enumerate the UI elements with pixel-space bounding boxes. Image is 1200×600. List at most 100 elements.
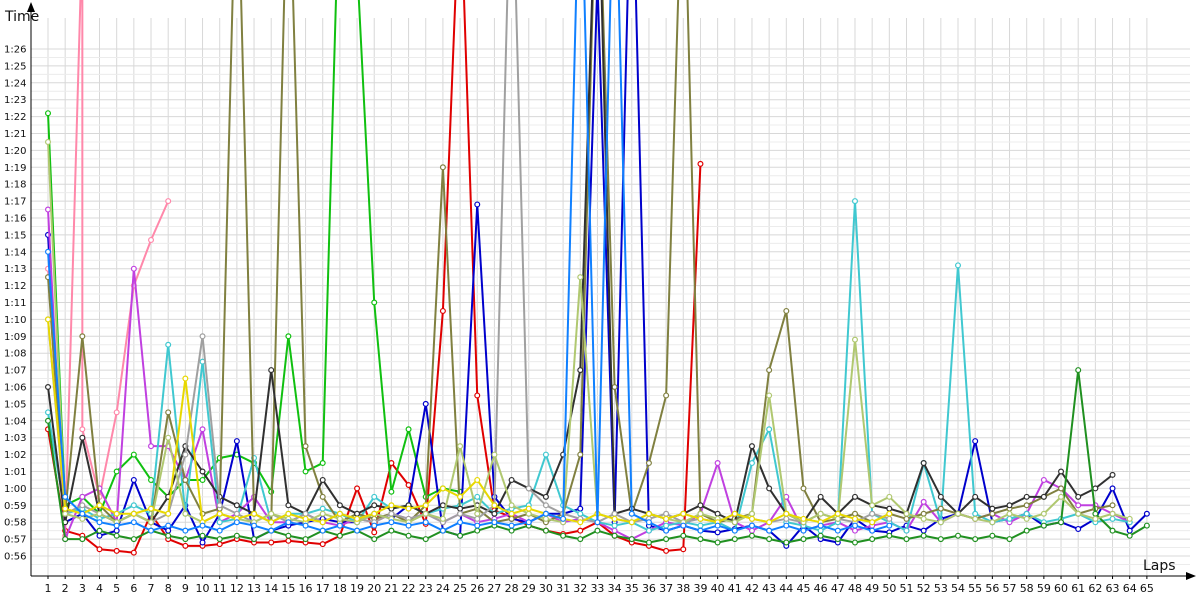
- data-point: [1126, 532, 1133, 539]
- data-point: [165, 522, 172, 529]
- data-point: [130, 519, 137, 526]
- y-tick-label: 1:24: [4, 78, 26, 89]
- x-tick-label: 33: [590, 582, 604, 595]
- y-tick-label: 1:17: [4, 197, 26, 208]
- data-point: [663, 515, 670, 522]
- data-point: [491, 502, 498, 509]
- data-point: [800, 536, 807, 543]
- data-point: [1040, 522, 1047, 529]
- x-tick-label: 42: [745, 582, 759, 595]
- x-axis-arrow-icon: [1186, 572, 1196, 580]
- data-point: [62, 505, 69, 512]
- x-tick-label: 4: [96, 582, 103, 595]
- data-point: [336, 522, 343, 529]
- data-point: [1006, 536, 1013, 543]
- data-point: [216, 519, 223, 526]
- data-point: [972, 510, 979, 517]
- data-point: [611, 515, 618, 522]
- data-point: [130, 536, 137, 543]
- data-point: [199, 522, 206, 529]
- data-point: [1143, 510, 1150, 517]
- data-point: [920, 527, 927, 534]
- data-point: [182, 510, 189, 517]
- axes: Time Laps: [4, 2, 1196, 580]
- data-point: [542, 493, 549, 500]
- data-point: [491, 519, 498, 526]
- data-point: [577, 536, 584, 543]
- data-point: [405, 532, 412, 539]
- data-point: [663, 527, 670, 534]
- data-point: [628, 510, 635, 517]
- data-point: [79, 333, 86, 340]
- data-point: [96, 532, 103, 539]
- x-tick-label: 47: [831, 582, 845, 595]
- data-point: [663, 392, 670, 399]
- data-point: [817, 527, 824, 534]
- data-point: [783, 515, 790, 522]
- data-point: [44, 417, 51, 424]
- data-point: [560, 515, 567, 522]
- x-tick-label: 43: [762, 582, 776, 595]
- data-point: [216, 510, 223, 517]
- data-point: [972, 515, 979, 522]
- x-tick-label: 12: [230, 582, 244, 595]
- data-point: [577, 510, 584, 517]
- data-point: [457, 510, 464, 517]
- data-point: [1109, 510, 1116, 517]
- data-point: [371, 493, 378, 500]
- data-point: [474, 476, 481, 483]
- data-point: [302, 515, 309, 522]
- data-point: [886, 505, 893, 512]
- data-point: [165, 532, 172, 539]
- data-point: [491, 510, 498, 517]
- x-tick-label: 24: [436, 582, 450, 595]
- data-point: [817, 522, 824, 529]
- x-tick-label: 16: [299, 582, 313, 595]
- x-tick-label: 54: [951, 582, 965, 595]
- data-point: [233, 510, 240, 517]
- data-point: [79, 515, 86, 522]
- data-point: [1109, 502, 1116, 509]
- data-point: [834, 515, 841, 522]
- data-point: [989, 519, 996, 526]
- data-point: [405, 482, 412, 489]
- data-point: [474, 522, 481, 529]
- data-point: [96, 519, 103, 526]
- series-12: [44, 0, 893, 534]
- data-point: [766, 392, 773, 399]
- data-point: [1023, 527, 1030, 534]
- data-point: [851, 539, 858, 546]
- x-tick-label: 65: [1140, 582, 1154, 595]
- x-tick-label: 53: [934, 582, 948, 595]
- data-point: [697, 515, 704, 522]
- data-point: [457, 493, 464, 500]
- data-point: [474, 392, 481, 399]
- y-tick-label: 1:15: [4, 230, 26, 241]
- y-tick-label: 1:02: [4, 450, 26, 461]
- data-point: [148, 443, 155, 450]
- data-point: [663, 522, 670, 529]
- x-tick-label: 17: [316, 582, 330, 595]
- data-point: [182, 542, 189, 549]
- data-point: [422, 536, 429, 543]
- series-line: [47, 0, 1148, 547]
- data-point: [216, 541, 223, 548]
- data-point: [697, 527, 704, 534]
- data-point: [388, 510, 395, 517]
- data-point: [319, 493, 326, 500]
- data-point: [165, 434, 172, 441]
- data-point: [79, 493, 86, 500]
- x-tick-label: 64: [1123, 582, 1137, 595]
- data-point: [285, 532, 292, 539]
- data-point: [920, 510, 927, 517]
- data-point: [285, 519, 292, 526]
- y-tick-label: 1:06: [4, 383, 26, 394]
- data-point: [457, 532, 464, 539]
- data-point: [199, 333, 206, 340]
- data-point: [79, 434, 86, 441]
- data-point: [113, 468, 120, 475]
- data-point: [44, 384, 51, 391]
- data-point: [371, 502, 378, 509]
- data-point: [1058, 468, 1065, 475]
- data-point: [577, 367, 584, 374]
